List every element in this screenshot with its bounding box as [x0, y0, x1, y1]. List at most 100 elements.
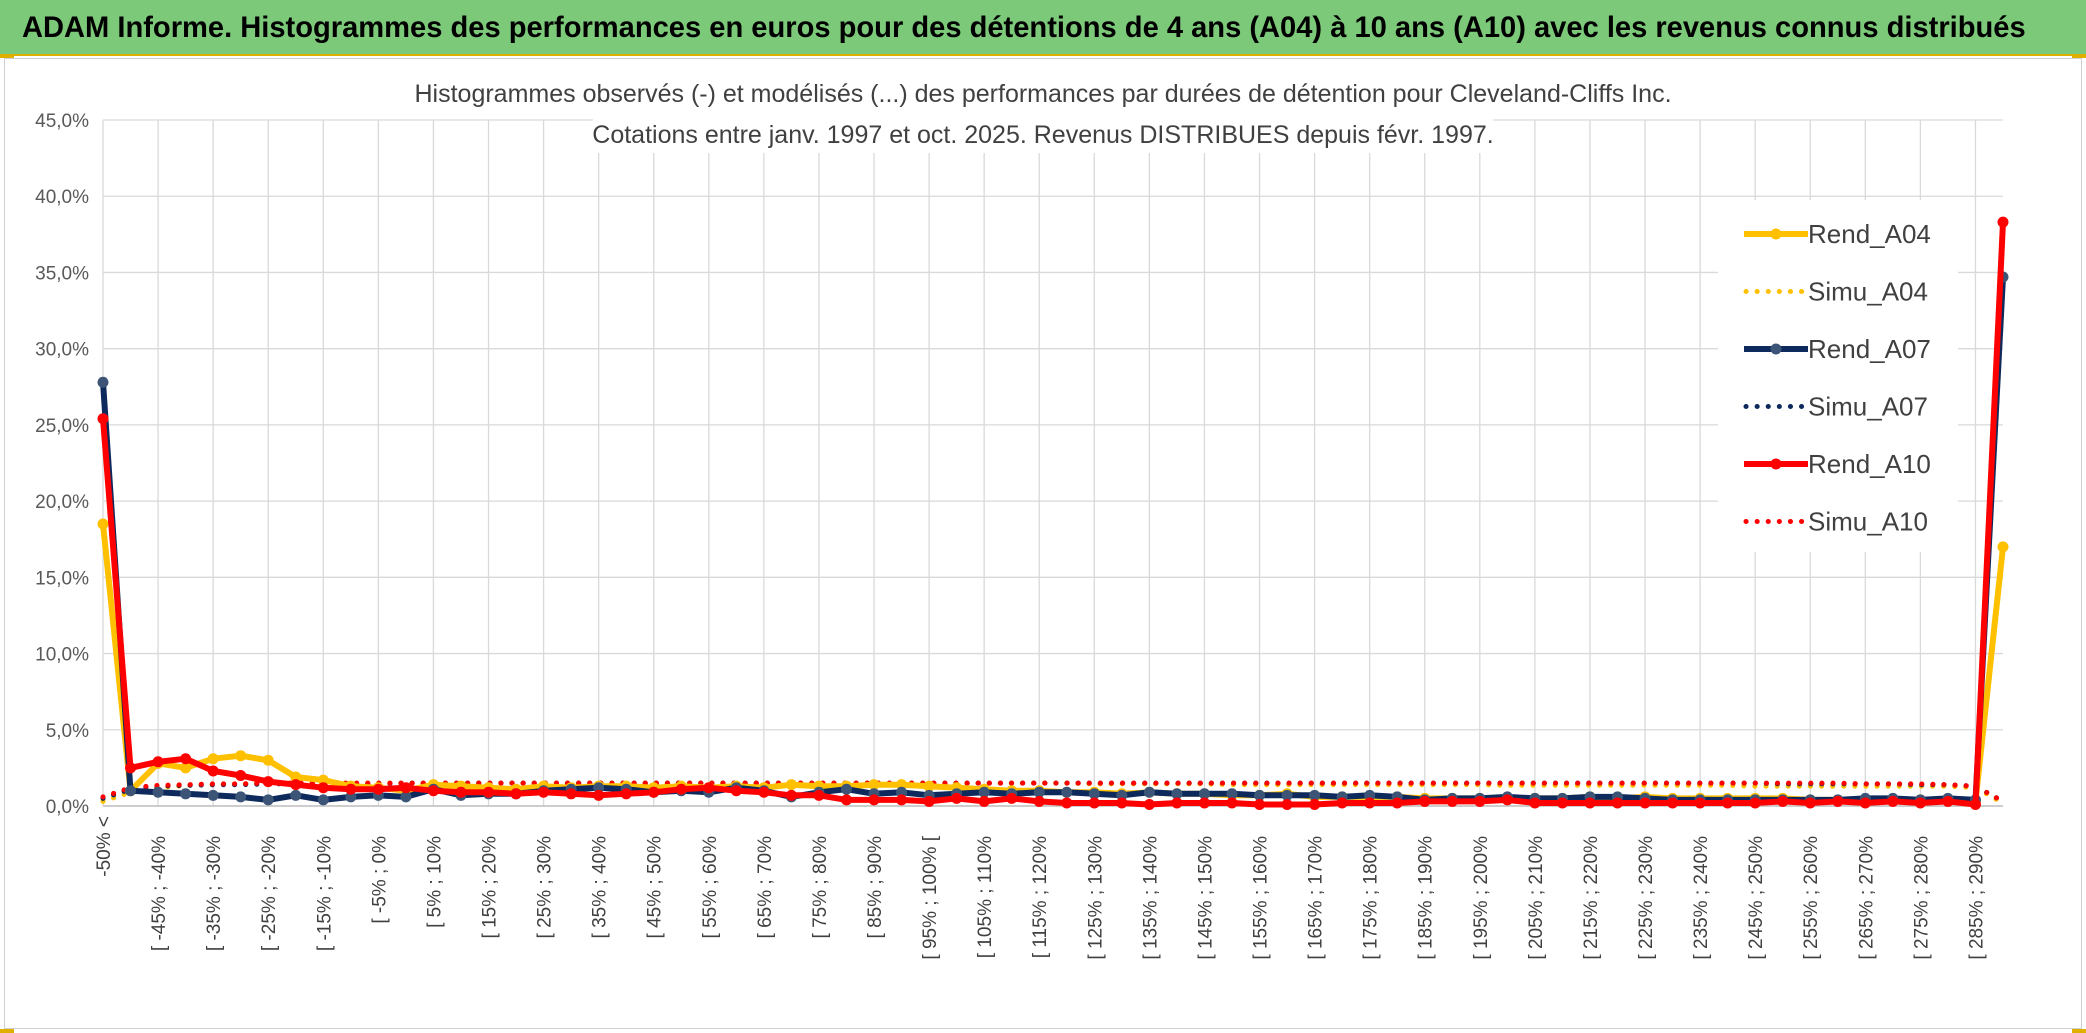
- legend-marker-point: [1770, 228, 1782, 240]
- data-point-rend_a10: [565, 788, 577, 800]
- data-point-rend_a10: [1777, 795, 1789, 807]
- x-tick-label: [ 205% ; 210%: [1526, 836, 1547, 960]
- data-point-rend_a10: [1171, 797, 1183, 809]
- data-point-rend_a07: [1116, 789, 1128, 801]
- data-point-rend_a07: [1033, 786, 1045, 798]
- data-point-rend_a04: [235, 750, 247, 762]
- data-point-rend_a10: [1419, 795, 1431, 807]
- data-point-rend_a10: [648, 786, 660, 798]
- data-point-rend_a10: [1722, 797, 1734, 809]
- x-tick-label: [ 155% ; 160%: [1251, 836, 1272, 960]
- data-point-rend_a10: [1391, 797, 1403, 809]
- x-tick-label: [ 175% ; 180%: [1361, 836, 1382, 960]
- data-point-rend_a07: [317, 794, 329, 806]
- x-tick-label: [ -35% ; -30%: [204, 836, 225, 951]
- series-line-rend_a04: [100, 523, 2006, 805]
- x-tick-label: [ 15% ; 20%: [480, 836, 501, 939]
- data-point-rend_a04: [290, 771, 302, 783]
- chart-title-line: Cotations entre janv. 1997 et oct. 2025.…: [592, 121, 1493, 149]
- legend-marker-point: [1770, 343, 1782, 355]
- y-tick-label: 15,0%: [35, 568, 89, 589]
- x-tick-label: [ 55% ; 60%: [700, 836, 721, 939]
- data-point-rend_a04: [180, 762, 192, 774]
- data-point-rend_a07: [1364, 789, 1376, 801]
- data-point-rend_a10: [923, 795, 935, 807]
- data-point-rend_a04: [207, 753, 219, 765]
- data-point-rend_a10: [1749, 797, 1761, 809]
- corner-mark-bottom-right: [2072, 1029, 2086, 1033]
- data-point-rend_a10: [207, 765, 219, 777]
- y-tick-label: 20,0%: [35, 492, 89, 513]
- data-point-rend_a04: [785, 779, 797, 791]
- x-tick-label: [ 115% ; 120%: [1030, 836, 1051, 958]
- data-point-rend_a10: [1887, 795, 1899, 807]
- data-point-rend_a10: [1143, 798, 1155, 810]
- report-title: ADAM Informe. Histogrammes des performan…: [22, 11, 2026, 44]
- data-point-rend_a07: [290, 789, 302, 801]
- data-point-rend_a10: [1804, 797, 1816, 809]
- data-point-rend_a07: [235, 791, 247, 803]
- data-point-rend_a10: [813, 789, 825, 801]
- data-point-rend_a10: [1529, 797, 1541, 809]
- x-tick-label: [ 235% ; 240%: [1691, 836, 1712, 960]
- data-point-rend_a07: [125, 785, 137, 797]
- data-point-rend_a10: [290, 779, 302, 791]
- x-tick-label: [ 195% ; 200%: [1471, 836, 1492, 960]
- data-point-rend_a10: [1997, 216, 2009, 228]
- data-point-rend_a10: [538, 786, 550, 798]
- x-tick-label: -50% <: [94, 816, 115, 877]
- data-point-rend_a10: [1116, 797, 1128, 809]
- data-point-rend_a07: [1281, 789, 1293, 801]
- data-point-rend_a10: [1088, 797, 1100, 809]
- data-point-rend_a10: [620, 788, 632, 800]
- data-point-rend_a10: [1556, 797, 1568, 809]
- data-point-rend_a07: [152, 786, 164, 798]
- data-point-rend_a10: [1667, 797, 1679, 809]
- data-point-rend_a07: [97, 376, 109, 388]
- legend-box: [1718, 200, 1958, 552]
- legend-label-rend_a07: Rend_A07: [1808, 334, 1931, 364]
- data-point-rend_a07: [400, 791, 412, 803]
- y-tick-label: 5,0%: [46, 721, 89, 742]
- x-tick-label: [ 135% ; 140%: [1140, 836, 1161, 960]
- data-point-rend_a10: [125, 762, 137, 774]
- data-point-rend_a07: [896, 786, 908, 798]
- data-point-rend_a10: [1309, 798, 1321, 810]
- data-point-rend_a07: [840, 783, 852, 795]
- chart-title-backdrop: [403, 76, 1683, 112]
- data-point-rend_a10: [1474, 795, 1486, 807]
- x-tick-label: [ 255% ; 260%: [1801, 836, 1822, 960]
- series-line-rend_a10: [100, 221, 2006, 808]
- data-point-rend_a07: [1309, 789, 1321, 801]
- data-point-rend_a10: [1584, 797, 1596, 809]
- y-tick-label: 25,0%: [35, 416, 89, 437]
- data-point-rend_a07: [1088, 788, 1100, 800]
- corner-mark-bottom-left: [0, 1029, 14, 1033]
- data-point-rend_a10: [730, 785, 742, 797]
- legend-label-rend_a04: Rend_A04: [1808, 219, 1931, 249]
- data-point-rend_a10: [455, 786, 467, 798]
- x-tick-label: [ 35% ; 40%: [590, 836, 611, 939]
- x-tick-label: [ 275% ; 280%: [1911, 836, 1932, 960]
- data-point-rend_a07: [1171, 788, 1183, 800]
- y-tick-label: 40,0%: [35, 187, 89, 208]
- data-point-rend_a10: [262, 776, 274, 788]
- y-tick-label: 35,0%: [35, 263, 89, 284]
- y-tick-label: 30,0%: [35, 340, 89, 361]
- data-point-rend_a10: [1226, 797, 1238, 809]
- data-point-rend_a10: [235, 770, 247, 782]
- data-point-rend_a10: [427, 785, 439, 797]
- corner-mark-right: [2072, 54, 2086, 58]
- x-tick-label: [ 225% ; 230%: [1636, 836, 1657, 960]
- data-point-rend_a10: [1198, 797, 1210, 809]
- legend-label-simu_a10: Simu_A10: [1808, 507, 1928, 537]
- legend-marker-point: [1770, 458, 1782, 470]
- data-point-rend_a10: [180, 753, 192, 765]
- data-point-rend_a10: [1446, 795, 1458, 807]
- x-tick-label: [ 25% ; 30%: [535, 836, 556, 939]
- data-point-rend_a10: [1969, 798, 1981, 810]
- x-tick-label: [ 125% ; 130%: [1085, 836, 1106, 960]
- x-tick-label: [ 45% ; 50%: [645, 836, 666, 939]
- data-point-rend_a07: [345, 791, 357, 803]
